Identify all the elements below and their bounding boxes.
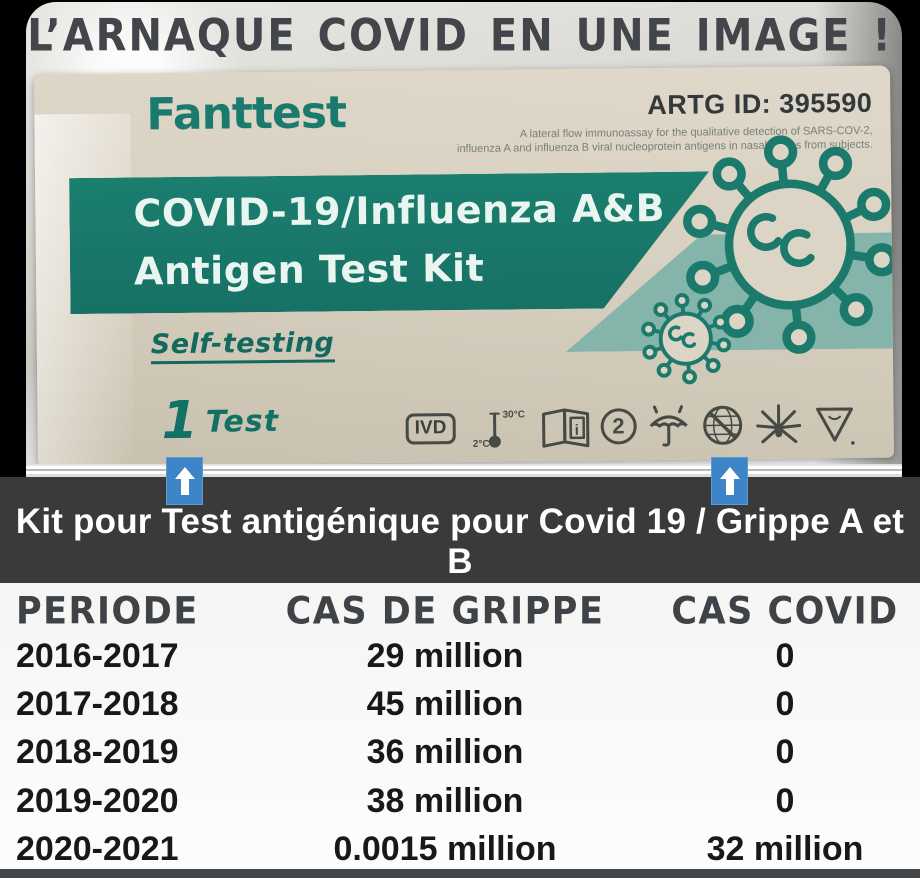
virus-icon bbox=[641, 293, 732, 385]
grippe-value: 29 million bbox=[366, 636, 524, 675]
svg-text:2°C: 2°C bbox=[472, 439, 489, 450]
svg-text:i: i bbox=[574, 422, 578, 439]
artg-id: ARTG ID: 395590 bbox=[647, 87, 873, 121]
grippe-value: 36 million bbox=[366, 733, 524, 772]
periode-value: 2018-2019 bbox=[16, 733, 179, 772]
sunlight-icon bbox=[755, 404, 801, 444]
grippe-value: 45 million bbox=[366, 685, 524, 724]
test-kit-box: Fanttest ARTG ID: 395590 A lateral flow … bbox=[33, 65, 895, 467]
photo-section: L’ARNAQUE COVID EN UNE IMAGE ! Fanttest … bbox=[0, 0, 920, 477]
booklet-icon: i bbox=[541, 408, 590, 448]
test-count-number: 1 bbox=[161, 390, 199, 452]
test-count: 1 Test bbox=[161, 390, 280, 452]
caption-text: Kit pour Test antigénique pour Covid 19 … bbox=[15, 502, 905, 581]
ivd-icon: IVD bbox=[405, 412, 456, 445]
regulatory-symbols-row: IVD 2°C 30°C i bbox=[405, 400, 856, 453]
test-count-label: Test bbox=[205, 403, 280, 440]
periode-value: 2019-2020 bbox=[16, 781, 179, 820]
table-row: 2017-2018 45 million 0 bbox=[0, 680, 920, 728]
periode-value: 2020-2021 bbox=[16, 830, 179, 869]
column-header-periode: PERIODE bbox=[16, 590, 199, 634]
crossed-globe-icon bbox=[702, 405, 742, 445]
covid-value: 0 bbox=[775, 781, 795, 820]
circled-2-icon: 2 bbox=[600, 408, 637, 445]
covid-value: 0 bbox=[775, 636, 795, 675]
table-row: 2019-2020 38 million 0 bbox=[0, 777, 920, 825]
covid-value: 0 bbox=[775, 685, 795, 724]
virus-icon bbox=[683, 135, 895, 354]
flu-covid-table: PERIODE CAS DE GRIPPE CAS COVID 2016-201… bbox=[0, 583, 920, 878]
table-row: 2016-2017 29 million 0 bbox=[0, 632, 920, 680]
meme-title: L’ARNAQUE COVID EN UNE IMAGE ! bbox=[27, 10, 893, 62]
table-edge-highlight bbox=[26, 464, 902, 477]
grippe-value: 38 million bbox=[366, 781, 524, 820]
umbrella-icon bbox=[649, 405, 688, 447]
caption-band: Kit pour Test antigénique pour Covid 19 … bbox=[0, 477, 920, 583]
grippe-value: 0.0015 million bbox=[333, 830, 557, 869]
up-arrow-icon bbox=[166, 457, 203, 505]
up-arrow-icon bbox=[711, 457, 748, 505]
table-row: 2018-2019 36 million 0 bbox=[0, 729, 920, 777]
svg-text:30°C: 30°C bbox=[502, 409, 524, 420]
column-header-cas-de-grippe: CAS DE GRIPPE bbox=[285, 590, 605, 634]
product-name-line1: COVID-19/Influenza A&B bbox=[133, 185, 666, 236]
periode-value: 2016-2017 bbox=[16, 636, 179, 675]
table-header-row: PERIODE CAS DE GRIPPE CAS COVID bbox=[0, 588, 920, 636]
column-header-cas-covid: CAS COVID bbox=[671, 590, 899, 634]
periode-value: 2017-2018 bbox=[16, 685, 179, 724]
product-banner: COVID-19/Influenza A&B Antigen Test Kit bbox=[69, 171, 710, 314]
thermometer-icon: 2°C 30°C bbox=[472, 409, 524, 450]
self-testing-label: Self-testing bbox=[150, 327, 335, 365]
covid-value: 32 million bbox=[706, 830, 864, 869]
covid-value: 0 bbox=[775, 733, 795, 772]
product-name-line2: Antigen Test Kit bbox=[133, 245, 485, 294]
warning-triangle-icon bbox=[815, 407, 855, 445]
table-row: 2020-2021 0.0015 million 32 million bbox=[0, 826, 920, 874]
bottom-divider bbox=[0, 869, 920, 878]
brand-logo: Fanttest bbox=[146, 87, 347, 141]
